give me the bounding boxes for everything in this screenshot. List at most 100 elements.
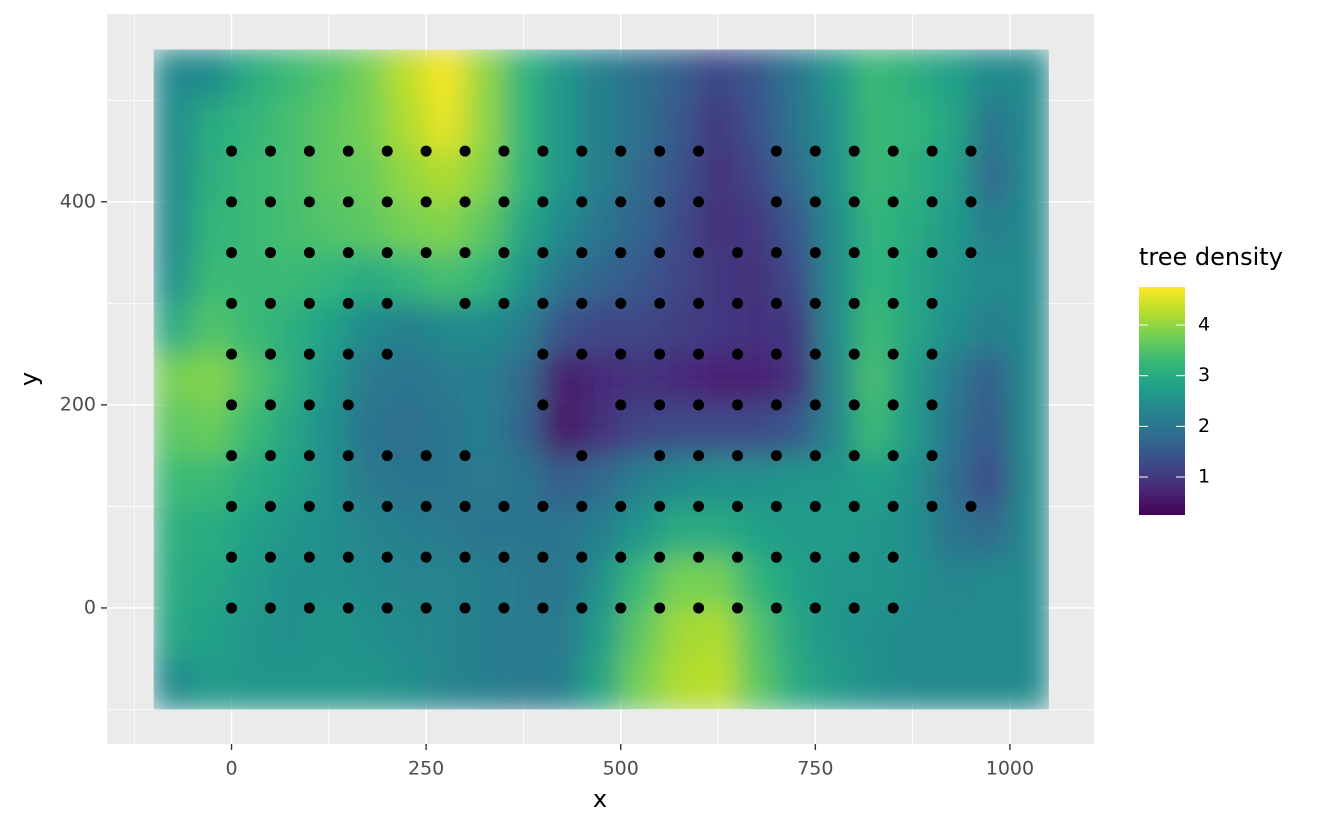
raster-cell [931,505,972,558]
point [926,196,938,208]
point [303,602,315,614]
raster-cell [386,607,427,660]
raster-cell [853,150,894,203]
raster-cell [970,302,1011,355]
point [965,500,977,512]
raster-cell [931,404,972,457]
raster-cell [542,302,583,355]
raster-cell [386,302,427,355]
point [654,145,666,157]
raster-cell [581,99,622,152]
point [303,247,315,259]
point [303,551,315,563]
raster-cell [775,302,816,355]
point [342,450,354,462]
raster-cell [853,404,894,457]
point [576,297,588,309]
raster-cell [542,49,583,101]
raster-cell [970,404,1011,457]
point [770,399,782,411]
raster-cell [581,353,622,406]
point [926,500,938,512]
raster-cell [192,201,233,254]
raster-cell [659,150,700,203]
point [654,297,666,309]
raster-cell [308,505,349,558]
raster-cell [192,353,233,406]
raster-cell [308,201,349,254]
point [537,348,549,360]
point [848,145,860,157]
raster-cell [153,404,194,457]
raster-cell [308,150,349,203]
raster-cell [503,455,544,507]
point [693,551,705,563]
raster-cell [814,607,855,660]
raster-cell [503,404,544,457]
raster-cell [970,505,1011,558]
y-tick-label: 200 [60,393,96,415]
point [226,297,238,309]
point [693,247,705,259]
point [264,450,276,462]
raster-cell [386,150,427,203]
point [459,247,471,259]
raster-cell [542,150,583,203]
raster-cell [736,252,777,304]
raster-cell [698,556,738,609]
raster-cell [192,49,233,101]
raster-cell [736,99,777,152]
point [420,500,432,512]
raster-cell [775,658,816,710]
raster-cell [775,99,816,152]
y-axis-title: y [15,372,43,386]
legend-label: 1 [1198,466,1210,488]
x-axis-title: x [593,785,607,813]
raster-cell [736,556,777,609]
raster-cell [892,49,933,101]
x-tick-label: 0 [225,758,237,780]
raster-cell [853,607,894,660]
raster-cell [620,252,661,304]
raster-cell [775,404,816,457]
point [226,551,238,563]
point [926,450,938,462]
raster-cell [659,607,700,660]
point [654,500,666,512]
point [770,297,782,309]
raster-cell [153,302,194,355]
raster-cell [814,505,855,558]
point [809,297,821,309]
raster-cell [347,99,388,152]
point [965,247,977,259]
point [459,450,471,462]
point [770,145,782,157]
raster-cell [853,201,894,254]
point [576,551,588,563]
point [654,348,666,360]
point [615,348,627,360]
point [731,247,743,259]
raster-cell [192,505,233,558]
point [459,551,471,563]
raster-cell [231,607,271,660]
raster-cell [464,404,505,457]
point [809,551,821,563]
point [887,196,899,208]
point [576,450,588,462]
point [264,145,276,157]
raster-cell [581,658,622,710]
raster-cell [464,505,505,558]
point [848,399,860,411]
raster-cell [347,302,388,355]
point [342,145,354,157]
raster-cell [581,150,622,203]
raster-cell [698,607,738,660]
point [731,297,743,309]
raster-cell [970,201,1011,254]
point [420,602,432,614]
raster-cell [620,505,661,558]
raster-cell [1009,658,1049,710]
